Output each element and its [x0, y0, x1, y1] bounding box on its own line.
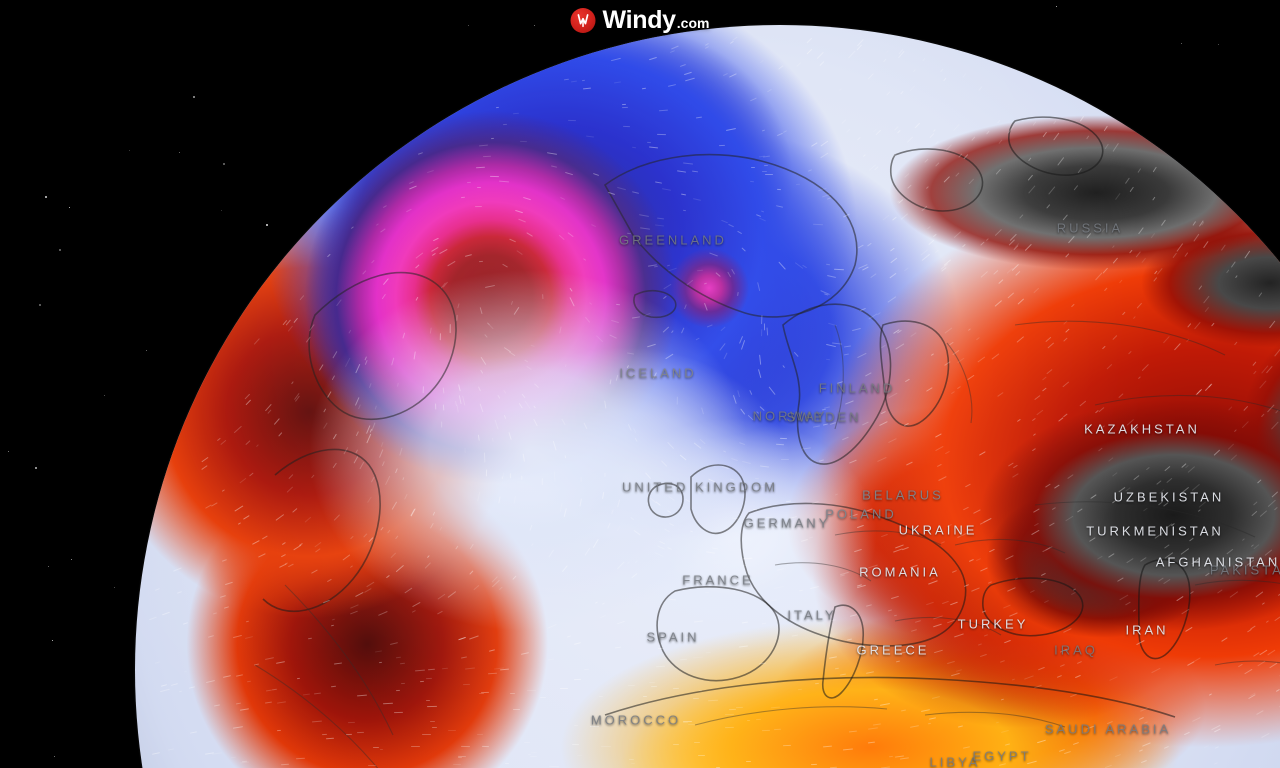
windy-logo[interactable]: Windy .com — [563, 4, 718, 37]
star — [38, 304, 41, 307]
star — [7, 451, 9, 453]
star — [53, 755, 55, 757]
brand-name: Windy — [602, 6, 677, 34]
star — [59, 249, 62, 252]
star — [129, 150, 131, 152]
star — [1055, 5, 1057, 7]
star — [52, 639, 54, 641]
globe-container[interactable] — [135, 25, 1280, 768]
star — [47, 565, 49, 567]
windy-logo-text: Windy .com — [603, 6, 710, 35]
windy-logo-icon — [570, 8, 596, 33]
star — [45, 196, 48, 199]
star — [35, 467, 38, 470]
globe-sphere[interactable] — [135, 25, 1280, 768]
star — [71, 558, 73, 560]
star — [104, 394, 106, 396]
brand-suffix: .com — [676, 15, 710, 31]
star — [68, 206, 70, 208]
star — [113, 587, 115, 589]
